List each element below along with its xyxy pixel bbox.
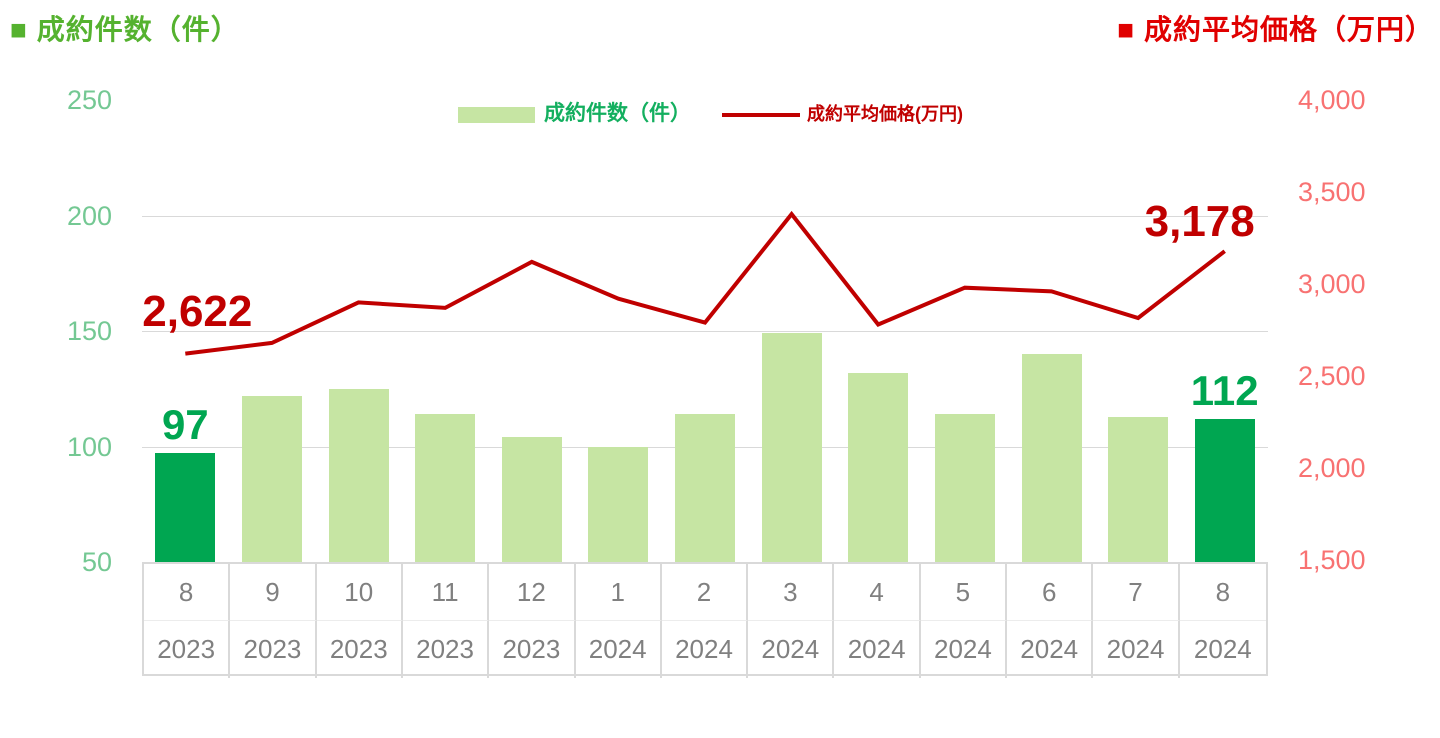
right-axis-title: ■ 成約平均価格（万円） — [1117, 14, 1434, 45]
left-axis-tick-label: 250 — [66, 85, 112, 115]
bar-12-2023 — [501, 437, 562, 562]
x-axis-year-cell: 2024 — [748, 621, 835, 678]
left-axis-tick-label: 150 — [66, 316, 112, 346]
gridline — [142, 215, 1268, 217]
right-axis-tick-label: 3,000 — [1298, 269, 1366, 299]
left-axis-tick-label: 50 — [81, 547, 112, 577]
line-series-swatch-icon — [722, 113, 800, 117]
line-data-label: 3,178 — [1144, 197, 1255, 247]
line-series-legend-label: 成約平均価格(万円) — [807, 104, 963, 124]
bar-4-2024 — [848, 372, 909, 562]
line-data-label: 2,622 — [142, 286, 253, 336]
x-axis-year-cell: 2023 — [230, 621, 317, 678]
bar-8-2024 — [1194, 418, 1255, 562]
left-axis-tick-label: 200 — [66, 200, 112, 231]
x-axis-year-cell: 2024 — [576, 621, 662, 678]
bar-2-2024 — [675, 414, 735, 562]
left-axis-tick-label: 100 — [66, 431, 112, 462]
x-axis-month-cell: 10 — [316, 564, 403, 621]
price-line — [185, 210, 1226, 356]
right-axis-tick-label: 2,500 — [1298, 361, 1366, 391]
x-axis-month-cell: 2 — [661, 564, 749, 621]
x-axis-year-cell: 2024 — [921, 621, 1008, 678]
x-axis-month-cell: 4 — [834, 564, 921, 621]
x-axis-table: 8 2023 9 2023 10 2023 11 2023 12 2023 1 2024 2 2024 3 2… — [142, 562, 1268, 678]
right-axis-tick-label: 1,500 — [1298, 545, 1366, 575]
x-axis-year-cell: 2023 — [317, 621, 403, 678]
right-axis-tick-label: 2,000 — [1298, 453, 1366, 483]
bar-data-label: 97 — [161, 401, 209, 449]
x-axis-year-cell: 2023 — [144, 621, 231, 678]
x-axis-year-cell: 2024 — [1093, 621, 1180, 678]
x-axis-month-cell: 5 — [920, 564, 1008, 621]
bar-6-2024 — [1021, 354, 1082, 562]
right-axis-tick-label: 3,500 — [1298, 177, 1366, 207]
bar-9-2023 — [241, 395, 302, 562]
bar-series-swatch-icon — [458, 107, 535, 123]
bar-series-legend-label: 成約件数（件） — [544, 102, 691, 125]
bar-5-2024 — [934, 414, 995, 562]
x-axis-month-cell: 8 — [144, 564, 231, 621]
x-axis-year-cell: 2024 — [1193, 634, 1252, 664]
x-axis-year-cell: 2023 — [489, 621, 576, 678]
x-axis-year-cell: 2023 — [403, 621, 490, 678]
gridline — [142, 331, 1268, 332]
x-axis-year-cell: 2024 — [834, 621, 921, 678]
x-axis-year-cell: 2024 — [1007, 621, 1094, 678]
x-axis-month-cell: 11 — [402, 564, 490, 621]
bar-1-2024 — [588, 446, 649, 562]
x-axis-month-cell: 7 — [1093, 564, 1180, 621]
x-axis-month-cell: 3 — [748, 564, 835, 621]
x-axis-month-cell: 1 — [575, 564, 662, 621]
left-axis-title: ■ 成約件数（件） — [10, 14, 240, 45]
x-axis-month-cell: 12 — [489, 564, 576, 621]
x-axis-month-cell: 6 — [1007, 564, 1094, 621]
bar-3-2024 — [761, 333, 822, 562]
bar-10-2023 — [328, 388, 389, 563]
bar-11-2023 — [415, 414, 476, 562]
x-axis-month-cell: 9 — [230, 564, 317, 621]
x-axis-year-cell: 2024 — [662, 621, 749, 678]
bar-7-2024 — [1108, 416, 1169, 562]
bar-data-label: 112 — [1190, 366, 1259, 414]
bar-8-2023 — [155, 453, 216, 562]
x-axis-month-cell: 8 — [1179, 564, 1266, 621]
right-axis-tick-label: 4,000 — [1298, 85, 1366, 115]
